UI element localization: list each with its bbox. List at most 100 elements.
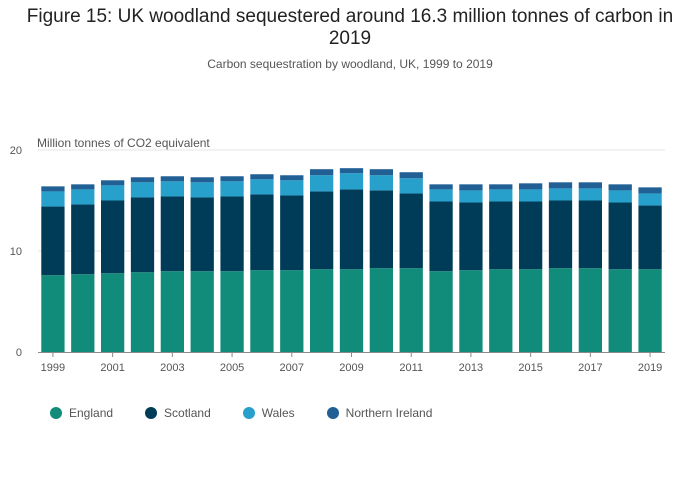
bar-northern-ireland-2008 <box>309 169 334 176</box>
bar-northern-ireland-2014 <box>489 184 513 190</box>
legend-swatch <box>242 407 255 419</box>
bar-northern-ireland-1999 <box>41 186 65 192</box>
bar-england-2015 <box>518 269 543 352</box>
x-tick-label: 2017 <box>578 362 602 374</box>
bar-northern-ireland-2004 <box>190 177 214 183</box>
bar-england-2016 <box>548 268 573 352</box>
bar-scotland-2009 <box>339 189 364 270</box>
bar-northern-ireland-2017 <box>578 182 603 189</box>
bar-scotland-2018 <box>608 202 632 270</box>
bar-wales-2000 <box>71 189 95 205</box>
x-tick-label: 2001 <box>100 362 124 374</box>
bar-england-1999 <box>41 275 65 352</box>
bar-wales-2010 <box>369 175 394 191</box>
bar-wales-2017 <box>578 188 603 201</box>
bar-england-2001 <box>100 273 125 352</box>
x-tick-label: 2011 <box>399 362 423 374</box>
legend-item-scotland[interactable]: Scotland <box>145 406 211 420</box>
x-tick-label: 2009 <box>339 362 363 374</box>
bar-england-2004 <box>190 271 214 352</box>
bar-scotland-2006 <box>250 194 274 271</box>
y-tick-label: 0 <box>16 347 22 359</box>
bar-england-2003 <box>160 271 185 352</box>
x-tick-label: 2005 <box>220 362 244 374</box>
x-tick-label: 1999 <box>41 362 65 374</box>
bar-england-2019 <box>638 269 662 352</box>
bar-wales-2015 <box>518 189 543 202</box>
bar-scotland-2019 <box>638 205 662 270</box>
bar-scotland-2012 <box>429 201 453 272</box>
bar-scotland-2010 <box>369 190 394 269</box>
axes: 0 10 20 1999 2001 2003 2005 2007 2009 2011 2013 201… <box>10 145 665 374</box>
legend-item-northern-ireland[interactable]: Northern Ireland <box>326 406 433 420</box>
legend-swatch <box>145 407 158 419</box>
bar-england-2010 <box>369 268 394 352</box>
bar-scotland-2000 <box>71 204 95 275</box>
bar-northern-ireland-2019 <box>638 187 662 194</box>
bar-wales-2006 <box>250 179 274 195</box>
bar-scotland-2014 <box>489 201 513 270</box>
legend-item-england[interactable]: England <box>50 406 113 420</box>
chart-title: Figure 15: UK woodland sequestered aroun… <box>26 6 674 49</box>
x-tick-label: 2019 <box>638 362 662 374</box>
y-tick-label: 10 <box>10 246 22 258</box>
y-axis-label: Million tonnes of CO2 equivalent <box>37 136 210 150</box>
x-tick-label: 2007 <box>280 362 304 374</box>
bar-wales-2003 <box>160 181 185 197</box>
bar-northern-ireland-2018 <box>608 184 632 191</box>
bar-england-2014 <box>489 269 513 352</box>
legend-label: Wales <box>261 406 295 420</box>
bar-wales-2014 <box>489 189 513 202</box>
bar-england-2000 <box>71 274 95 352</box>
legend-label: England <box>69 406 114 420</box>
bar-northern-ireland-2009 <box>339 168 364 174</box>
bar-wales-2012 <box>429 189 453 202</box>
bar-northern-ireland-2002 <box>130 177 155 183</box>
bar-wales-2002 <box>130 182 155 198</box>
bar-scotland-2005 <box>220 196 244 272</box>
bar-england-2012 <box>429 271 453 352</box>
bar-england-2017 <box>578 268 603 352</box>
bar-wales-2019 <box>638 193 662 206</box>
bar-scotland-2001 <box>100 200 125 274</box>
legend: England Scotland Wales Northern Ireland <box>50 406 464 420</box>
bar-scotland-2016 <box>548 200 573 269</box>
bar-wales-1999 <box>41 191 65 207</box>
bar-northern-ireland-2015 <box>518 183 543 190</box>
legend-item-wales[interactable]: Wales <box>242 406 295 420</box>
bar-northern-ireland-2007 <box>280 175 304 181</box>
bar-scotland-2007 <box>280 195 304 271</box>
bar-scotland-2013 <box>459 202 483 271</box>
bar-wales-2011 <box>399 178 423 194</box>
bar-northern-ireland-2012 <box>429 184 453 190</box>
y-tick-label: 20 <box>10 145 22 157</box>
bar-wales-2016 <box>548 188 573 201</box>
bar-wales-2009 <box>339 173 364 190</box>
bar-scotland-2008 <box>309 191 334 270</box>
x-tick-label: 2015 <box>518 362 542 374</box>
legend-swatch <box>50 407 62 419</box>
bar-wales-2018 <box>608 190 632 203</box>
bar-england-2006 <box>250 270 274 352</box>
bar-england-2008 <box>309 269 334 352</box>
bar-northern-ireland-2013 <box>459 184 483 191</box>
bar-northern-ireland-2001 <box>100 180 125 186</box>
bar-scotland-2015 <box>518 201 543 270</box>
bar-england-2005 <box>220 271 244 352</box>
x-tick-label: 2003 <box>160 362 184 374</box>
bar-england-2011 <box>399 268 423 352</box>
bar-northern-ireland-2011 <box>399 172 423 179</box>
chart-subtitle: Carbon sequestration by woodland, UK, 19… <box>207 57 493 71</box>
bar-northern-ireland-2006 <box>250 174 274 180</box>
bar-england-2018 <box>608 269 632 352</box>
bar-wales-2007 <box>280 180 304 196</box>
bar-england-2009 <box>339 269 364 352</box>
bar-northern-ireland-2016 <box>548 182 573 189</box>
bar-scotland-2017 <box>578 200 603 269</box>
legend-label: Scotland <box>164 406 211 420</box>
legend-label: Northern Ireland <box>345 406 433 420</box>
bar-wales-2001 <box>100 185 125 201</box>
bar-northern-ireland-2010 <box>369 169 394 176</box>
bar-wales-2005 <box>220 181 244 197</box>
bar-northern-ireland-2005 <box>220 176 244 182</box>
